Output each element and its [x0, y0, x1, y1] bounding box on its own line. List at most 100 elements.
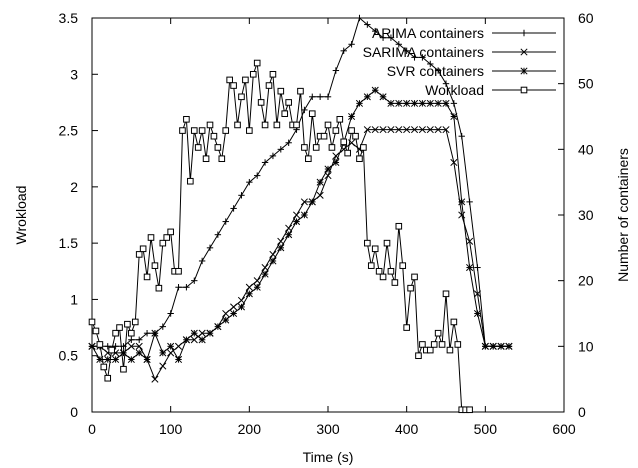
- data-point: [352, 132, 359, 140]
- data-point: [242, 76, 249, 84]
- data-point: [332, 67, 340, 74]
- data-point: [230, 309, 238, 318]
- data-point: [446, 346, 454, 354]
- data-point: [131, 318, 139, 326]
- y2-axis-title: Number of containers: [615, 148, 631, 282]
- data-point: [300, 198, 308, 206]
- data-point: [292, 211, 301, 219]
- data-point: [273, 121, 281, 129]
- data-point: [108, 346, 115, 354]
- y-tick-label: 1.5: [59, 235, 79, 251]
- data-point: [403, 126, 411, 134]
- data-point: [316, 93, 324, 100]
- data-point: [387, 34, 395, 41]
- y-tick-label: 3.5: [59, 10, 79, 26]
- data-point: [269, 152, 277, 160]
- data-point: [151, 329, 159, 337]
- data-point: [466, 263, 474, 272]
- data-point: [387, 99, 395, 107]
- data-point: [426, 346, 434, 354]
- data-point: [427, 60, 434, 68]
- data-point: [419, 341, 426, 348]
- data-point: [254, 172, 261, 179]
- data-point: [336, 116, 344, 123]
- data-point: [238, 93, 245, 101]
- data-point: [198, 257, 206, 265]
- data-point: [379, 126, 387, 134]
- data-point: [104, 374, 112, 382]
- data-point: [237, 303, 246, 311]
- legend-label: ARIMA containers: [372, 25, 484, 41]
- data-point: [96, 341, 104, 348]
- data-point: [371, 245, 379, 253]
- data-point: [340, 138, 348, 146]
- data-point: [434, 329, 442, 337]
- ticks: 0 100 200 300 400 500 60000.511.522.533.501020…: [59, 10, 594, 437]
- data-point: [238, 192, 245, 199]
- data-point: [269, 257, 277, 265]
- data-point: [194, 144, 202, 151]
- data-point: [151, 262, 159, 269]
- x-tick-label: 600: [552, 421, 576, 437]
- data-point: [332, 127, 340, 134]
- data-point: [309, 93, 316, 100]
- legend-marker: [520, 29, 528, 37]
- data-point: [387, 267, 395, 275]
- data-point: [128, 329, 135, 337]
- data-point: [198, 127, 206, 134]
- series-line: [92, 17, 509, 347]
- data-point: [257, 99, 265, 106]
- data-point: [466, 237, 474, 245]
- data-point: [505, 342, 513, 350]
- series-line: [92, 129, 509, 381]
- data-point: [340, 47, 347, 55]
- data-point: [379, 93, 387, 101]
- data-point: [88, 342, 96, 350]
- data-point: [418, 99, 426, 107]
- data-point: [167, 228, 174, 236]
- data-point: [411, 54, 418, 61]
- y2-tick-label: 0: [578, 404, 586, 420]
- data-point: [473, 309, 482, 318]
- data-point: [175, 284, 182, 291]
- data-point: [104, 343, 111, 350]
- data-point: [143, 355, 151, 364]
- data-point: [210, 132, 218, 140]
- data-point: [253, 59, 261, 67]
- data-point: [308, 198, 316, 206]
- data-point: [174, 355, 183, 364]
- x-tick-label: 200: [238, 421, 262, 437]
- data-point: [100, 363, 108, 371]
- data-point: [127, 342, 135, 350]
- data-point: [438, 341, 446, 348]
- data-point: [269, 70, 277, 78]
- data-point: [159, 239, 167, 247]
- data-point: [454, 341, 462, 348]
- data-point: [410, 99, 419, 107]
- data-point: [379, 273, 387, 281]
- data-point: [230, 303, 238, 311]
- data-point: [226, 76, 233, 84]
- data-point: [407, 284, 414, 292]
- data-point: [198, 329, 206, 337]
- data-point: [245, 283, 253, 291]
- data-point: [124, 320, 131, 328]
- data-point: [277, 244, 285, 252]
- data-point: [222, 127, 230, 134]
- y2-tick-label: 10: [578, 338, 594, 354]
- data-point: [450, 100, 458, 107]
- data-point: [332, 158, 340, 167]
- y-tick-label: 0: [70, 404, 78, 420]
- y-tick-label: 3: [70, 66, 78, 82]
- data-point: [151, 375, 159, 383]
- data-point: [246, 178, 253, 186]
- data-point: [112, 355, 120, 364]
- x-tick-label: 100: [159, 421, 183, 437]
- data-point: [139, 245, 147, 253]
- data-point: [214, 144, 222, 151]
- data-point: [234, 121, 241, 129]
- data-point: [143, 273, 151, 281]
- data-point: [450, 318, 458, 326]
- series-cross: [88, 126, 513, 383]
- data-point: [364, 21, 371, 28]
